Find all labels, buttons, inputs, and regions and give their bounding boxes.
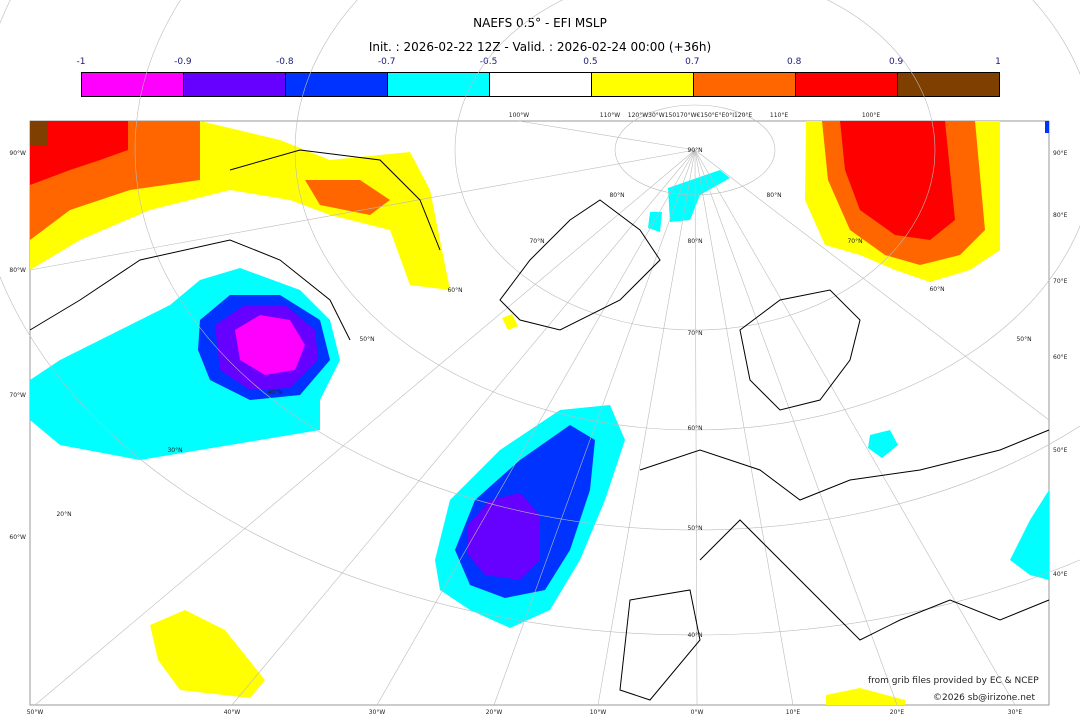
latitude-label: 60°N	[447, 287, 462, 294]
latitude-label: 90°N	[687, 147, 702, 154]
bottom-axis-label: 20°E	[890, 709, 905, 716]
right-axis-label: 40°E	[1053, 571, 1068, 578]
colorbar-tick-label: -0.9	[174, 57, 192, 67]
latitude-label: 50°N	[1016, 336, 1031, 343]
bottom-axis-label: 10°W	[590, 709, 607, 716]
latitude-label: 30°N	[167, 447, 182, 454]
colorbar-tick-label: 0.5	[583, 57, 598, 67]
colorbar-segment	[184, 73, 286, 96]
colorbar-tick-label: 1	[995, 57, 1001, 67]
colorbar-tick-label: 0.9	[888, 57, 904, 67]
left-axis-label: 90°W	[9, 150, 26, 157]
latitude-label: 60°N	[687, 425, 702, 432]
map-subtitle: Init. : 2026-02-22 12Z - Valid. : 2026-0…	[368, 40, 712, 54]
colorbar	[81, 72, 1000, 97]
colorbar-tick-label: -0.8	[275, 57, 294, 67]
colorbar-segment	[490, 73, 592, 96]
bottom-axis-label: 30°E	[1008, 709, 1023, 716]
latitude-label: 80°N	[687, 238, 702, 245]
top-axis-label: 120°W30°W150170°W€150°E°E0°I120°E	[628, 112, 753, 119]
axis-labels: 50°W 40°W 30°W 20°W 10°W 0°W 10°E 20°E 30°E 100°W…	[9, 112, 1067, 716]
bottom-axis-label: 50°W	[27, 709, 44, 716]
latitude-label: 60°N	[929, 286, 944, 293]
colorbar-segment	[796, 73, 898, 96]
colorbar-segment	[898, 73, 999, 96]
bottom-axis-label: 10°E	[786, 709, 801, 716]
latitude-label: 70°N	[847, 238, 862, 245]
bottom-axis-label: 30°W	[369, 709, 386, 716]
colorbar-tick-label: 0.8	[787, 57, 802, 67]
right-axis-label: 60°E	[1053, 354, 1068, 361]
latitude-label: 20°N	[56, 511, 71, 518]
coastlines	[29, 149, 1050, 701]
left-axis-label: 60°W	[9, 534, 26, 541]
bottom-axis-label: 0°W	[691, 709, 704, 716]
latitude-label: 40°N	[687, 632, 702, 639]
efi-fields	[30, 121, 1049, 705]
right-axis-label: 70°E	[1053, 278, 1068, 285]
latitude-label: 80°N	[609, 192, 624, 199]
colorbar-tick-label: -0.7	[377, 57, 396, 67]
graticule-labels: 90°N 80°N 80°N 80°N 70°N 70°N 70°N 60°N 60°N 60°N…	[56, 147, 1031, 639]
latitude-label: 70°N	[529, 238, 544, 245]
latitude-label: 70°N	[687, 330, 702, 337]
top-axis-label: 100°E	[862, 112, 880, 119]
colorbar-tick-label: 0.7	[685, 57, 700, 67]
left-axis-label: 80°W	[9, 267, 26, 274]
latitude-label: 40°N	[267, 389, 282, 396]
colorbar-tick-label: -0.5	[479, 57, 498, 67]
top-axis-label: 110°W	[600, 112, 620, 119]
map-title: NAEFS 0.5° - EFI MSLP	[473, 16, 607, 30]
bottom-axis-label: 40°W	[224, 709, 241, 716]
colorbar-segment	[694, 73, 796, 96]
top-axis-label: 100°W	[509, 112, 529, 119]
colorbar-tick-label: -1	[76, 57, 86, 67]
left-axis-label: 70°W	[9, 392, 26, 399]
right-axis-label: 90°E	[1053, 150, 1068, 157]
right-axis-label: 50°E	[1053, 447, 1068, 454]
right-axis-label: 80°E	[1053, 212, 1068, 219]
colorbar-segment	[82, 73, 184, 96]
data-credit: from grib files provided by EC & NCEP	[868, 676, 1039, 686]
top-axis-label: 110°E	[770, 112, 788, 119]
colorbar-segment	[388, 73, 490, 96]
latitude-label: 80°N	[766, 192, 781, 199]
colorbar-segment	[286, 73, 388, 96]
latitude-label: 50°N	[359, 336, 374, 343]
copyright: ©2026 sb@irizone.net	[933, 693, 1035, 703]
bottom-axis-label: 20°W	[486, 709, 503, 716]
colorbar-segment	[592, 73, 694, 96]
latitude-label: 50°N	[687, 525, 702, 532]
